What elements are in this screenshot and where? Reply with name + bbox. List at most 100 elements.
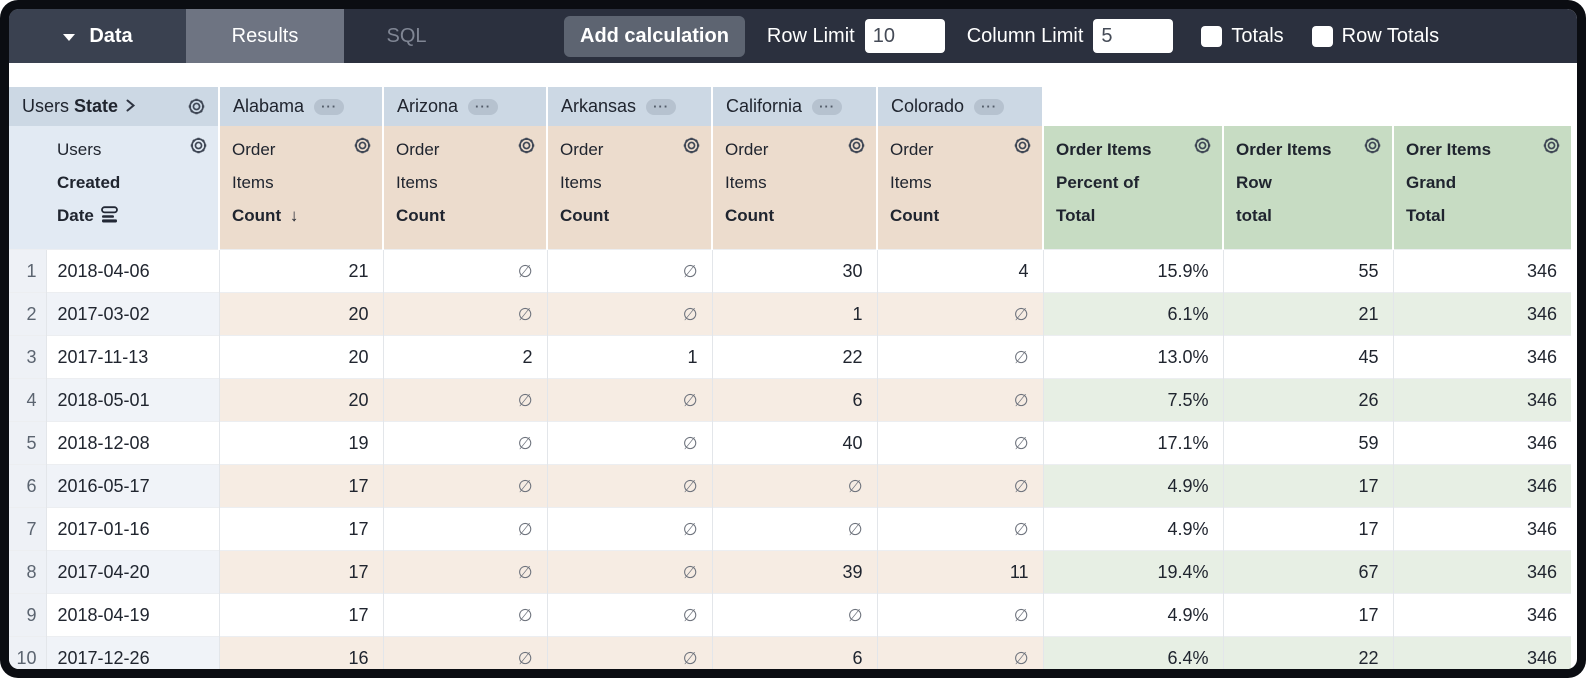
measure-column-header[interactable]: Order Items Count xyxy=(876,126,1044,250)
percent-of-total-cell[interactable]: 4.9% xyxy=(1042,593,1224,637)
grand-total-cell[interactable]: 346 xyxy=(1392,464,1572,508)
value-cell[interactable]: 17 xyxy=(218,550,384,594)
pivot-value-header[interactable]: Arkansas ··· xyxy=(546,87,713,126)
value-cell[interactable]: ∅ xyxy=(382,593,548,637)
value-cell[interactable]: ∅ xyxy=(546,249,713,293)
value-cell[interactable]: ∅ xyxy=(711,507,878,551)
grand-total-cell[interactable]: 346 xyxy=(1392,593,1572,637)
value-cell[interactable]: ∅ xyxy=(546,378,713,422)
grand-total-cell[interactable]: 346 xyxy=(1392,292,1572,336)
measure-column-header[interactable]: Order Items Count ↓ xyxy=(218,126,384,250)
pivot-value-header[interactable]: Arizona ··· xyxy=(382,87,548,126)
row-total-cell[interactable]: 17 xyxy=(1222,593,1394,637)
date-cell[interactable]: 2018-04-06 xyxy=(45,249,220,293)
percent-of-total-cell[interactable]: 6.4% xyxy=(1042,636,1224,669)
pivot-value-header[interactable]: Colorado ··· xyxy=(876,87,1044,126)
column-menu-ellipsis-icon[interactable]: ··· xyxy=(812,98,843,115)
value-cell[interactable]: 1 xyxy=(711,292,878,336)
value-cell[interactable]: ∅ xyxy=(382,636,548,669)
column-menu-ellipsis-icon[interactable]: ··· xyxy=(468,98,499,115)
grand-total-cell[interactable]: 346 xyxy=(1392,636,1572,669)
tab-sql[interactable]: SQL xyxy=(344,9,469,63)
value-cell[interactable]: ∅ xyxy=(546,507,713,551)
add-calculation-button[interactable]: Add calculation xyxy=(564,15,745,57)
gear-icon[interactable] xyxy=(516,135,537,156)
date-cell[interactable]: 2018-04-19 xyxy=(45,593,220,637)
value-cell[interactable]: ∅ xyxy=(382,507,548,551)
row-total-cell[interactable]: 55 xyxy=(1222,249,1394,293)
pivot-dimension-header[interactable]: Users State xyxy=(9,87,220,126)
value-cell[interactable]: ∅ xyxy=(876,292,1044,336)
value-cell[interactable]: 17 xyxy=(218,507,384,551)
row-total-cell[interactable]: 21 xyxy=(1222,292,1394,336)
value-cell[interactable]: ∅ xyxy=(382,550,548,594)
grand-total-cell[interactable]: 346 xyxy=(1392,378,1572,422)
value-cell[interactable]: 6 xyxy=(711,378,878,422)
row-limit-input[interactable] xyxy=(864,19,945,53)
row-total-cell[interactable]: 17 xyxy=(1222,507,1394,551)
percent-of-total-cell[interactable]: 4.9% xyxy=(1042,507,1224,551)
grand-total-cell[interactable]: 346 xyxy=(1392,507,1572,551)
value-cell[interactable]: ∅ xyxy=(382,378,548,422)
row-totals-checkbox[interactable] xyxy=(1311,25,1333,47)
date-cell[interactable]: 2017-11-13 xyxy=(45,335,220,379)
percent-of-total-cell[interactable]: 15.9% xyxy=(1042,249,1224,293)
row-total-cell[interactable]: 22 xyxy=(1222,636,1394,669)
date-cell[interactable]: 2018-12-08 xyxy=(45,421,220,465)
pivot-value-header[interactable]: Alabama ··· xyxy=(218,87,384,126)
value-cell[interactable]: 20 xyxy=(218,378,384,422)
calculation-column-header[interactable]: Order Items Percent of Total xyxy=(1042,126,1224,250)
measure-column-header[interactable]: Order Items Count xyxy=(711,126,878,250)
gear-icon[interactable] xyxy=(352,135,373,156)
gear-icon[interactable] xyxy=(1192,135,1213,156)
tab-results[interactable]: Results xyxy=(186,9,344,63)
gear-icon[interactable] xyxy=(681,135,702,156)
value-cell[interactable]: ∅ xyxy=(382,249,548,293)
value-cell[interactable]: 20 xyxy=(218,335,384,379)
value-cell[interactable]: 39 xyxy=(711,550,878,594)
date-cell[interactable]: 2017-03-02 xyxy=(45,292,220,336)
percent-of-total-cell[interactable]: 4.9% xyxy=(1042,464,1224,508)
column-menu-ellipsis-icon[interactable]: ··· xyxy=(314,98,345,115)
percent-of-total-cell[interactable]: 17.1% xyxy=(1042,421,1224,465)
gear-icon[interactable] xyxy=(1362,135,1383,156)
gear-icon[interactable] xyxy=(188,135,209,156)
totals-checkbox[interactable] xyxy=(1201,25,1223,47)
column-menu-ellipsis-icon[interactable]: ··· xyxy=(974,98,1005,115)
date-cell[interactable]: 2017-04-20 xyxy=(45,550,220,594)
column-menu-ellipsis-icon[interactable]: ··· xyxy=(646,98,677,115)
date-cell[interactable]: 2017-12-26 xyxy=(45,636,220,669)
grand-total-cell[interactable]: 346 xyxy=(1392,421,1572,465)
value-cell[interactable]: 6 xyxy=(711,636,878,669)
value-cell[interactable]: 2 xyxy=(382,335,548,379)
percent-of-total-cell[interactable]: 7.5% xyxy=(1042,378,1224,422)
row-total-cell[interactable]: 45 xyxy=(1222,335,1394,379)
value-cell[interactable]: ∅ xyxy=(546,292,713,336)
gear-icon[interactable] xyxy=(846,135,867,156)
row-total-cell[interactable]: 59 xyxy=(1222,421,1394,465)
value-cell[interactable]: ∅ xyxy=(876,335,1044,379)
value-cell[interactable]: 17 xyxy=(218,593,384,637)
value-cell[interactable]: ∅ xyxy=(382,421,548,465)
value-cell[interactable]: 30 xyxy=(711,249,878,293)
value-cell[interactable]: 4 xyxy=(876,249,1044,293)
percent-of-total-cell[interactable]: 19.4% xyxy=(1042,550,1224,594)
row-total-cell[interactable]: 26 xyxy=(1222,378,1394,422)
date-cell[interactable]: 2017-01-16 xyxy=(45,507,220,551)
value-cell[interactable]: ∅ xyxy=(876,507,1044,551)
measure-column-header[interactable]: Order Items Count xyxy=(546,126,713,250)
value-cell[interactable]: 19 xyxy=(218,421,384,465)
date-cell[interactable]: 2016-05-17 xyxy=(45,464,220,508)
value-cell[interactable]: ∅ xyxy=(711,593,878,637)
grand-total-cell[interactable]: 346 xyxy=(1392,335,1572,379)
row-total-cell[interactable]: 17 xyxy=(1222,464,1394,508)
value-cell[interactable]: ∅ xyxy=(382,464,548,508)
calculation-column-header[interactable]: Orer Items Grand Total xyxy=(1392,126,1572,250)
data-section-toggle[interactable]: Data xyxy=(9,9,186,63)
calculation-column-header[interactable]: Order Items Row total xyxy=(1222,126,1394,250)
gear-icon[interactable] xyxy=(186,96,207,117)
value-cell[interactable]: ∅ xyxy=(546,593,713,637)
value-cell[interactable]: ∅ xyxy=(382,292,548,336)
value-cell[interactable]: 40 xyxy=(711,421,878,465)
value-cell[interactable]: ∅ xyxy=(546,421,713,465)
